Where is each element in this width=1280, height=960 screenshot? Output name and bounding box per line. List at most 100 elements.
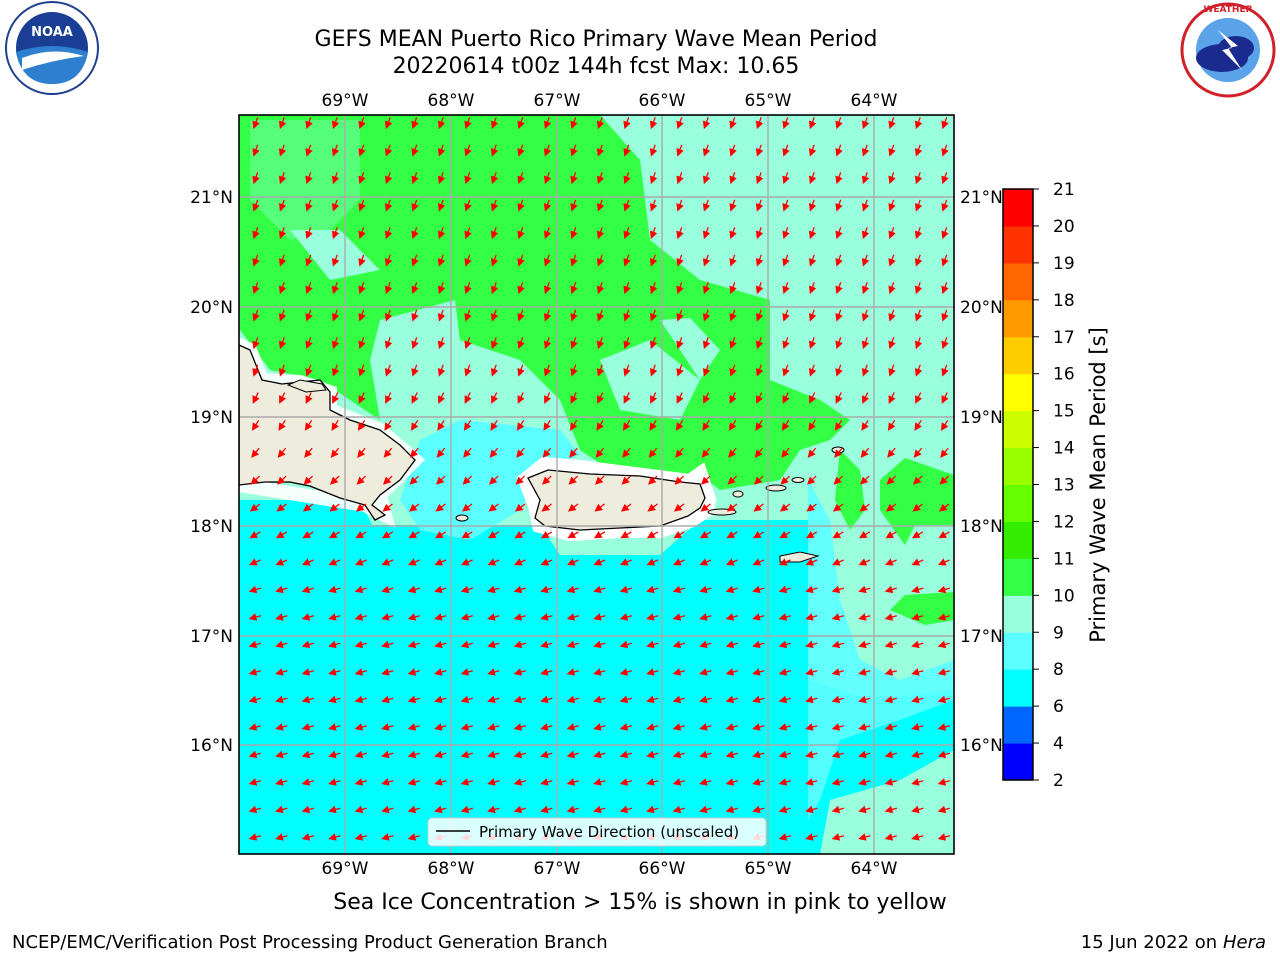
wave-direction-arrow (540, 640, 553, 649)
wave-direction-arrow (623, 337, 631, 350)
wave-direction-arrow (407, 805, 420, 814)
wave-direction-arrow (913, 475, 923, 485)
wave-direction-arrow (702, 254, 711, 267)
wave-direction-arrow (460, 805, 473, 814)
wave-direction-arrow (301, 640, 314, 649)
wave-direction-arrow (808, 172, 817, 185)
wave-direction-arrow (807, 475, 817, 485)
colorbar-segment (1003, 373, 1033, 412)
wave-direction-arrow (513, 668, 526, 676)
wave-direction-arrow (354, 668, 367, 676)
wave-direction-arrow (623, 254, 631, 267)
wave-direction-arrow (596, 254, 605, 267)
wave-direction-arrow (938, 531, 950, 539)
wave-direction-arrow (411, 364, 419, 377)
wave-direction-arrow (464, 337, 472, 350)
wave-direction-arrow (623, 364, 631, 377)
wave-direction-arrow (858, 613, 871, 621)
wave-direction-arrow (937, 668, 950, 676)
legend-label: Primary Wave Direction (unscaled) (479, 823, 739, 841)
wave-direction-arrow (808, 309, 817, 322)
wave-direction-arrow (805, 750, 818, 759)
wave-direction-arrow (861, 199, 870, 212)
wave-direction-arrow (648, 475, 658, 485)
wave-direction-arrow (649, 117, 658, 130)
wave-direction-arrow (249, 531, 261, 539)
wave-direction-arrow (858, 833, 871, 841)
wave-direction-arrow (328, 723, 341, 731)
wave-direction-arrow (354, 640, 367, 649)
wave-direction-arrow (834, 447, 843, 458)
wave-direction-arrow (381, 695, 394, 704)
wave-direction-arrow (490, 337, 499, 350)
wave-direction-arrow (702, 309, 711, 322)
wave-direction-arrow (673, 503, 685, 512)
wave-direction-arrow (517, 309, 525, 322)
wave-direction-arrow (752, 805, 765, 814)
wave-direction-arrow (805, 668, 818, 676)
wave-direction-arrow (646, 723, 659, 731)
lat-labels-left: 21°N 20°N 19°N 18°N 17°N 16°N (190, 188, 233, 756)
wave-direction-arrow (778, 750, 791, 759)
wave-direction-arrow (305, 227, 313, 240)
wave-direction-arrow (411, 337, 419, 350)
wave-direction-arrow (702, 419, 710, 431)
wave-direction-arrow (275, 558, 288, 566)
wave-direction-arrow (275, 585, 288, 594)
colorbar-tick-label: 4 (1053, 734, 1064, 754)
wave-direction-arrow (808, 227, 817, 240)
wave-direction-arrow (252, 309, 260, 322)
wave-direction-arrow (407, 613, 420, 621)
wave-direction-arrow (384, 254, 393, 267)
wave-direction-arrow (437, 144, 446, 157)
wave-direction-arrow (778, 833, 791, 841)
wave-direction-arrow (381, 585, 394, 594)
wave-direction-arrow (383, 447, 393, 458)
wave-direction-arrow (647, 503, 658, 512)
wave-direction-arrow (861, 254, 870, 267)
wave-direction-arrow (914, 144, 923, 157)
wave-direction-arrow (596, 117, 605, 130)
wave-direction-arrow (649, 419, 657, 431)
wave-direction-arrow (858, 750, 871, 759)
wave-direction-arrow (252, 364, 260, 377)
wave-direction-arrow (752, 558, 765, 566)
colorbar-segment (1003, 669, 1033, 707)
wave-direction-arrow (646, 558, 659, 566)
wave-direction-arrow (543, 419, 551, 431)
wave-direction-arrow (702, 364, 711, 377)
wave-direction-arrow (249, 558, 261, 566)
wave-direction-arrow (622, 447, 631, 458)
wave-direction-arrow (304, 447, 313, 458)
wave-direction-arrow (357, 447, 366, 458)
wave-direction-arrow (699, 558, 712, 566)
wave-direction-arrow (939, 475, 950, 485)
wave-direction-arrow (302, 558, 314, 566)
lon-label: 69°W (322, 91, 369, 111)
wave-direction-arrow (805, 723, 818, 731)
nws-logo-icon: WEATHER (1180, 2, 1276, 98)
wave-direction-arrow (540, 585, 553, 594)
wave-direction-arrow (381, 531, 394, 539)
wave-direction-arrow (487, 640, 500, 649)
wave-direction-arrow (248, 805, 261, 814)
wave-direction-arrow (301, 833, 314, 841)
wave-direction-arrow (463, 419, 472, 431)
wave-direction-arrow (384, 364, 393, 377)
wave-direction-arrow (570, 144, 578, 157)
wave-direction-arrow (540, 613, 553, 621)
wave-direction-arrow (752, 723, 765, 731)
wave-direction-arrow (832, 558, 844, 566)
wave-direction-arrow (646, 750, 659, 759)
wave-direction-arrow (623, 144, 631, 157)
wave-direction-arrow (250, 475, 261, 485)
wave-direction-arrow (305, 392, 313, 404)
wave-direction-arrow (779, 558, 791, 566)
wave-direction-arrow (752, 585, 765, 594)
wave-direction-arrow (938, 558, 950, 566)
wave-direction-arrow (832, 503, 844, 512)
wave-direction-arrow (331, 364, 340, 377)
wave-direction-arrow (517, 172, 525, 185)
wave-direction-arrow (301, 585, 314, 594)
